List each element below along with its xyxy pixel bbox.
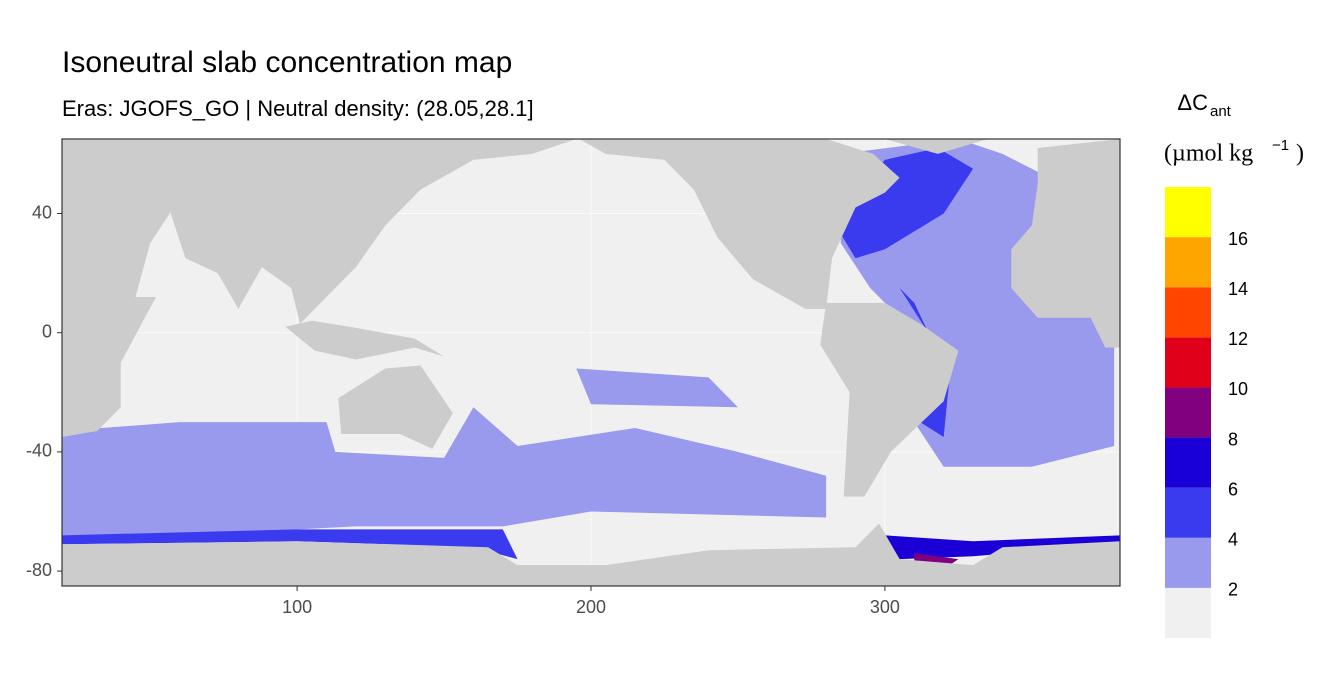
chart-subtitle: Eras: JGOFS_GO | Neutral density: (28.05… xyxy=(62,96,534,121)
legend-label: 8 xyxy=(1228,429,1238,449)
legend-key xyxy=(1165,587,1211,638)
legend-key xyxy=(1165,537,1211,588)
land xyxy=(884,139,988,154)
legend-key xyxy=(1165,487,1211,538)
y-tick-label: 0 xyxy=(42,321,52,341)
land xyxy=(170,139,577,324)
region xyxy=(62,529,518,560)
x-tick-label: 300 xyxy=(870,597,900,617)
legend-key xyxy=(1165,287,1211,338)
land xyxy=(285,320,445,360)
x-tick-label: 200 xyxy=(576,597,606,617)
x-tick-label: 100 xyxy=(282,597,312,617)
land xyxy=(62,139,180,437)
legend-key xyxy=(1165,337,1211,388)
legend-label: 6 xyxy=(1228,479,1238,499)
legend-label: 16 xyxy=(1228,229,1248,249)
legend-unit: (µmol kg xyxy=(1164,141,1253,167)
legend-key xyxy=(1165,387,1211,438)
legend-label: 4 xyxy=(1228,530,1238,550)
y-tick-label: 40 xyxy=(32,202,52,222)
legend-unit-sup: −1 xyxy=(1272,137,1289,154)
legend-title-sub: ant xyxy=(1210,103,1232,120)
land xyxy=(62,523,1120,586)
legend-key xyxy=(1165,237,1211,288)
legend-label: 12 xyxy=(1228,329,1248,349)
legend: 2 4 6 8 10 12 14 16 xyxy=(1165,187,1248,638)
land xyxy=(1011,139,1120,348)
legend-key xyxy=(1165,187,1211,238)
legend-label: 2 xyxy=(1228,580,1238,600)
legend-label: 10 xyxy=(1228,379,1248,399)
y-tick-label: -40 xyxy=(26,441,52,461)
land xyxy=(338,365,453,449)
region xyxy=(62,407,827,536)
legend-title: ΔC xyxy=(1177,90,1208,115)
region xyxy=(831,147,974,259)
legend-unit-end: ) xyxy=(1296,141,1304,167)
legend-key xyxy=(1165,437,1211,488)
land xyxy=(820,302,959,497)
land xyxy=(579,139,900,309)
legend-label: 14 xyxy=(1228,279,1248,299)
region xyxy=(576,368,738,408)
y-tick-label: -80 xyxy=(26,560,52,580)
chart-title: Isoneutral slab concentration map xyxy=(62,46,512,79)
